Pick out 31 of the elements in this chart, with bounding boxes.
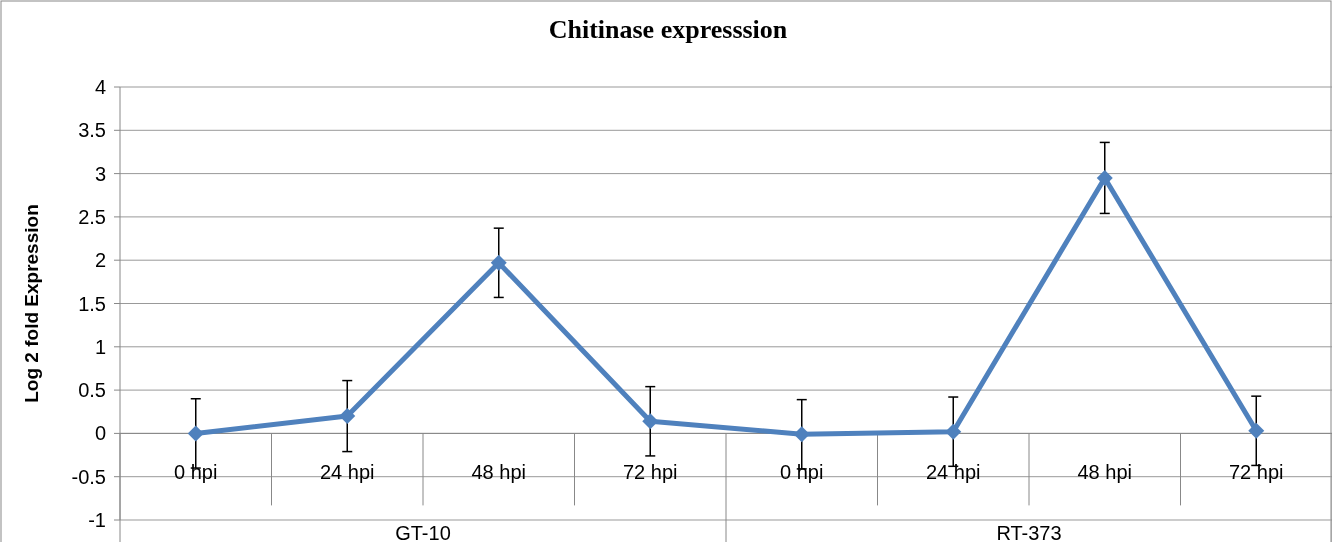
point (642, 413, 659, 430)
y-tick-label: 3.5 (78, 119, 106, 142)
y-tick-label: 1.5 (78, 292, 106, 315)
x-tick-label: 0 hpi (780, 461, 824, 484)
x-tick-label: 24 hpi (320, 461, 375, 484)
y-tick-label: 4 (94, 76, 106, 98)
y-axis-title: Log 2 fold Expression (21, 204, 42, 403)
y-tick-label: 2.5 (78, 205, 106, 228)
point (187, 425, 204, 442)
x-tick-label: 48 hpi (1077, 461, 1132, 484)
y-tick-label: -0.5 (71, 465, 106, 488)
point (1096, 169, 1113, 186)
y-tick-label: -1 (88, 509, 106, 531)
x-tick-label: 72 hpi (623, 461, 678, 484)
point (1248, 422, 1265, 439)
point (793, 426, 810, 443)
point (490, 254, 507, 271)
text: GT-10 (395, 522, 451, 542)
x-tick-label: 72 hpi (1229, 461, 1284, 484)
point (339, 408, 356, 425)
y-tick-label: 2 (94, 249, 106, 272)
text: RT-373 (996, 522, 1062, 542)
x-tick-label: 0 hpi (174, 461, 218, 484)
y-tick-label: 0.5 (78, 379, 106, 402)
chart-title: Chitinase expresssion (548, 15, 788, 44)
x-tick-label: 24 hpi (926, 461, 981, 484)
y-tick-label: 0 (94, 422, 106, 445)
x-tick-label: 48 hpi (471, 461, 526, 484)
point (945, 423, 962, 440)
y-tick-label: 3 (94, 162, 106, 185)
y-tick-label: 1 (94, 335, 106, 358)
